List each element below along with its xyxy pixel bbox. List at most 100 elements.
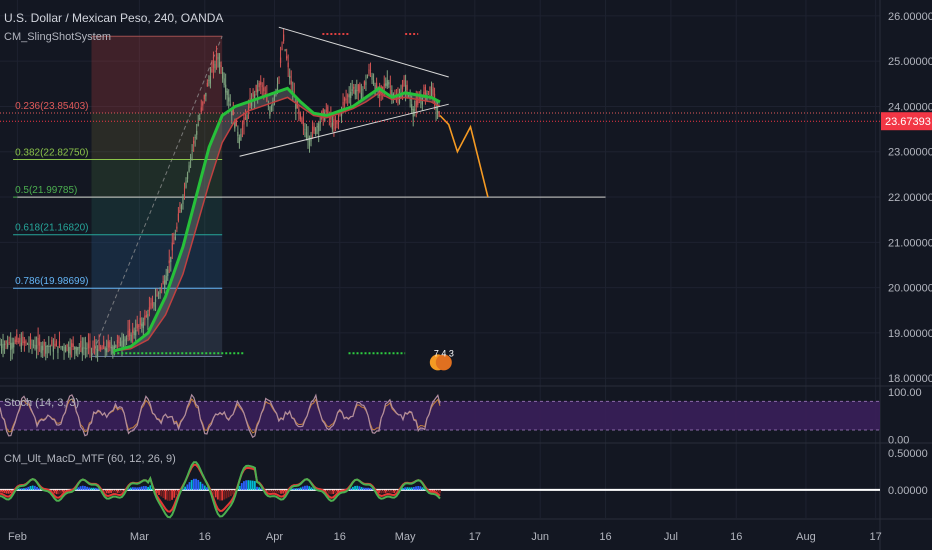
candle-body: [417, 99, 419, 105]
macd-histogram-bar: [223, 489, 226, 500]
stoch-panel[interactable]: [0, 393, 880, 439]
candle-body: [125, 337, 128, 339]
time-axis-tick: 16: [599, 531, 611, 543]
candle-body: [218, 62, 221, 68]
candle-body: [156, 294, 158, 297]
macd-histogram-bar: [282, 489, 285, 494]
macd-histogram-bar: [195, 478, 197, 490]
macd-histogram-bar: [225, 489, 228, 499]
candle-body: [284, 49, 286, 51]
candle-body: [64, 346, 67, 353]
candle-body: [408, 94, 410, 96]
macd-title: CM_Ult_MacD_MTF (60, 12, 26, 9): [4, 453, 176, 465]
candle-body: [66, 344, 68, 347]
candle-body: [308, 137, 311, 146]
macd-histogram-bar: [64, 489, 67, 492]
candle-body: [40, 345, 42, 354]
candle-body: [351, 89, 353, 91]
macd-histogram-bar: [423, 488, 426, 490]
macd-histogram-bar: [84, 486, 86, 490]
macd-histogram-bar: [380, 489, 383, 494]
candle-body: [164, 280, 166, 289]
time-axis-tick: Jun: [531, 531, 549, 543]
macd-histogram-bar: [155, 489, 158, 494]
candle-body: [151, 299, 154, 306]
macd-histogram-bar: [245, 480, 248, 490]
candle-body: [110, 346, 112, 349]
candle-body: [179, 210, 181, 213]
stoch-axis-tick: 0.00: [888, 435, 909, 447]
ema-fast-line: [112, 86, 441, 353]
candle-body: [229, 103, 231, 106]
candle-body: [322, 108, 324, 117]
macd-panel[interactable]: [0, 461, 880, 519]
candle-body: [197, 124, 199, 126]
candle-body: [295, 102, 297, 109]
macd-histogram-bar: [404, 487, 407, 490]
macd-histogram-bar: [258, 487, 261, 490]
candle-body: [118, 336, 120, 343]
candle-body: [17, 341, 19, 343]
candle-body: [139, 317, 141, 326]
macd-histogram-bar: [391, 489, 393, 493]
candle-body: [347, 95, 349, 97]
macd-histogram-bar: [62, 489, 65, 493]
candle-body: [145, 315, 147, 317]
candle-body: [366, 77, 369, 79]
candle-body: [283, 34, 285, 41]
candle-body: [61, 346, 64, 348]
candle-body: [325, 110, 327, 112]
macd-histogram-bar: [334, 489, 337, 494]
macd-histogram-bar: [142, 486, 145, 490]
candle-body: [357, 84, 359, 92]
price-panel[interactable]: 0.236(23.85403) 0.382(22.82750) 0.5(21.997…: [0, 26, 880, 371]
candle-body: [205, 92, 207, 97]
macd-histogram-bar: [206, 487, 208, 490]
macd-histogram-bar: [273, 489, 276, 493]
candle-body: [397, 96, 399, 99]
candle-body: [19, 338, 21, 343]
ema-slow-line: [113, 91, 441, 352]
candle-body: [119, 341, 122, 347]
candle-body: [74, 347, 76, 350]
candle-body: [206, 82, 208, 87]
macd-histogram-bar: [439, 489, 441, 494]
macd-histogram-bar: [332, 489, 335, 495]
last-price-label: 23.67393: [885, 116, 931, 128]
candle-body: [418, 102, 420, 104]
macd-histogram-bar: [214, 489, 217, 498]
candle-body: [43, 342, 45, 346]
candle-body: [28, 343, 30, 346]
fib-level-label-0.236: 0.236(23.85403): [15, 101, 88, 112]
candle-body: [401, 85, 404, 90]
macd-histogram-bar: [295, 488, 298, 490]
stoch-axis-tick: 100.00: [888, 387, 922, 399]
macd-histogram-bar: [145, 486, 147, 490]
stoch-title: Stoch (14, 3, 3): [4, 397, 79, 409]
macd-histogram-bar: [31, 485, 34, 490]
indicator-main-title: CM_SlingShotSystem: [4, 31, 111, 43]
candle-body: [414, 109, 416, 111]
macd-histogram-bar: [201, 483, 204, 490]
candle-body: [48, 345, 50, 347]
macd-histogram-bar: [371, 488, 374, 490]
macd-histogram-bar: [297, 488, 300, 490]
candle-body: [287, 62, 289, 68]
macd-histogram-bar: [5, 489, 8, 494]
candle-body: [45, 345, 47, 354]
macd-histogram-bar: [116, 489, 119, 493]
macd-histogram-bar: [304, 485, 306, 490]
candle-body: [13, 342, 15, 348]
candle-body: [432, 87, 434, 95]
candle-body: [222, 72, 224, 79]
candle-body: [360, 92, 362, 101]
candle-body: [135, 329, 137, 336]
time-axis-tick: 16: [199, 531, 211, 543]
candle-body: [173, 243, 175, 245]
candle-body: [348, 94, 350, 98]
macd-histogram-bar: [247, 480, 250, 490]
macd-histogram-bar: [118, 489, 121, 494]
macd-histogram-bar: [110, 489, 112, 493]
candle-body: [403, 80, 405, 87]
